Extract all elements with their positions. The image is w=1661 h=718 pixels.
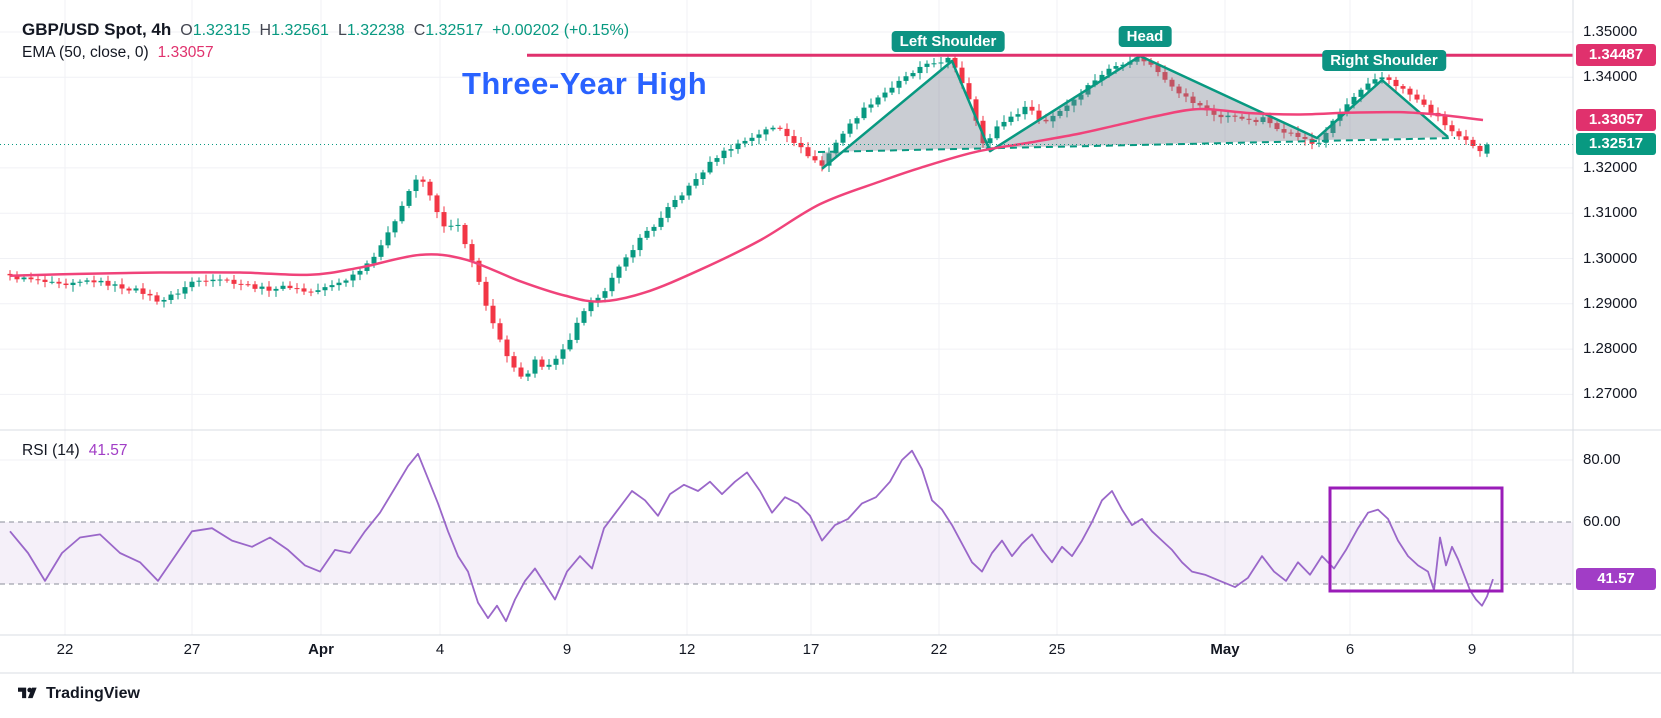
time-tick-label: 27: [183, 641, 201, 658]
tradingview-watermark-text: TradingView: [46, 684, 140, 702]
ohlc-low: L1.32238: [337, 22, 405, 39]
time-tick-label: 9: [1467, 641, 1477, 658]
time-tick-label: 25: [1048, 641, 1066, 658]
rsi-highlight-rectangle[interactable]: [1328, 486, 1504, 593]
ema-legend[interactable]: EMA (50, close, 0) 1.33057: [22, 44, 214, 62]
price-tick-label: 1.35000: [1583, 23, 1638, 40]
rsi-legend[interactable]: RSI (14) 41.57: [22, 442, 128, 460]
time-tick-label: Apr: [308, 641, 334, 658]
head-label[interactable]: Head: [1118, 26, 1172, 47]
rsi-tick-label: 60.00: [1583, 513, 1621, 530]
rsi-band: [0, 522, 1573, 584]
price-tick-label: 1.27000: [1583, 385, 1638, 403]
time-tick-label: 22: [56, 641, 74, 658]
left-shoulder-label[interactable]: Left Shoulder: [891, 31, 1005, 52]
three-year-high-annotation[interactable]: Three-Year High: [462, 66, 708, 101]
price-tick-label: 1.28000: [1583, 340, 1638, 358]
time-tick-label: 9: [562, 641, 572, 658]
price-tick-label: 1.29000: [1583, 294, 1638, 312]
time-tick-label: 12: [678, 641, 696, 658]
change-value: +0.00202 (+0.15%): [492, 22, 630, 39]
price-badge: 1.32517: [1576, 133, 1656, 156]
price-tick-label: 1.30000: [1583, 249, 1638, 267]
candlestick-series: [7, 55, 1490, 381]
tradingview-logo-icon: [18, 687, 37, 699]
time-tick-label: 4: [435, 641, 445, 658]
ema-value: 1.33057: [157, 44, 214, 61]
price-badge: 1.33057: [1576, 109, 1656, 132]
rsi-value-badge: 41.57: [1576, 568, 1656, 591]
symbol-legend: GBP/USD Spot, 4h O1.32315 H1.32561 L1.32…: [22, 20, 629, 40]
right-shoulder-label[interactable]: Right Shoulder: [1322, 50, 1446, 71]
neckline[interactable]: [817, 137, 1456, 154]
rsi-tick-label: 80.00: [1583, 451, 1621, 468]
time-tick-label: May: [1210, 641, 1240, 658]
ohlc-close: C1.32517: [413, 22, 484, 39]
ema-label: EMA (50, close, 0): [22, 44, 149, 61]
price-tick-label: 1.34000: [1583, 68, 1638, 86]
rsi-line: [9, 449, 1494, 623]
symbol-title[interactable]: GBP/USD Spot, 4h: [22, 20, 172, 39]
rsi-label: RSI (14): [22, 442, 80, 459]
price-tick-label: 1.32000: [1583, 158, 1638, 176]
ohlc-high: H1.32561: [259, 22, 329, 39]
price-badge: 1.34487: [1576, 44, 1656, 67]
time-tick-label: 17: [802, 641, 820, 658]
time-tick-label: 6: [1345, 641, 1355, 658]
price-tick-label: 1.31000: [1583, 204, 1638, 222]
tradingview-watermark[interactable]: TradingView: [18, 684, 140, 703]
ema-line[interactable]: [9, 107, 1484, 303]
rsi-value: 41.57: [88, 442, 128, 459]
time-tick-label: 22: [930, 641, 948, 658]
ohlc-open: O1.32315: [180, 22, 251, 39]
